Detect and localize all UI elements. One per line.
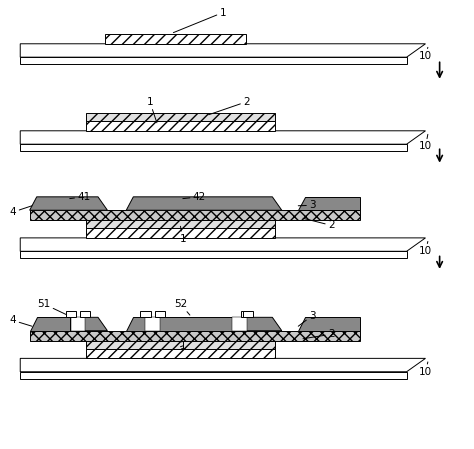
Text: 1: 1 [180,341,186,351]
Polygon shape [20,44,426,57]
Bar [105,34,246,44]
Polygon shape [20,57,407,64]
Text: 2: 2 [209,97,250,115]
Bar [86,340,275,348]
Polygon shape [20,251,407,259]
Polygon shape [126,317,145,331]
Text: 10: 10 [419,242,432,256]
Polygon shape [159,317,232,331]
Polygon shape [30,197,108,210]
Polygon shape [84,317,108,331]
Text: 10: 10 [419,362,432,377]
Polygon shape [126,197,282,210]
Bar [86,220,275,228]
Bar [71,317,85,331]
Text: 1: 1 [173,8,226,33]
Text: 41: 41 [70,192,91,202]
Text: 4: 4 [10,316,32,326]
Text: 4: 4 [10,206,32,217]
Bar [140,311,151,317]
Polygon shape [20,131,426,144]
Bar [86,113,275,121]
Polygon shape [20,144,407,151]
Polygon shape [298,317,359,331]
Polygon shape [246,317,282,331]
Bar [86,228,275,238]
Polygon shape [20,238,426,251]
Bar [30,331,359,340]
Text: 10: 10 [419,47,432,61]
Bar [66,311,76,317]
Text: 52: 52 [174,299,190,315]
Bar [232,317,247,331]
Text: 51: 51 [37,299,67,315]
Text: 42: 42 [183,192,206,202]
Text: 1: 1 [146,97,157,123]
Polygon shape [30,317,70,331]
Text: 3: 3 [298,200,316,210]
Text: 2: 2 [303,218,335,230]
Text: 10: 10 [419,134,432,151]
Text: 2: 2 [303,329,335,339]
Bar [155,311,165,317]
Text: 1: 1 [180,226,186,244]
Bar [86,348,275,358]
Bar [30,210,359,220]
Bar [241,311,251,317]
Polygon shape [20,358,426,372]
Bar [80,311,90,317]
Bar [243,311,254,317]
Polygon shape [20,372,407,379]
Text: 3: 3 [298,311,316,326]
Polygon shape [298,197,359,210]
Bar [86,121,275,131]
Bar [145,317,160,331]
